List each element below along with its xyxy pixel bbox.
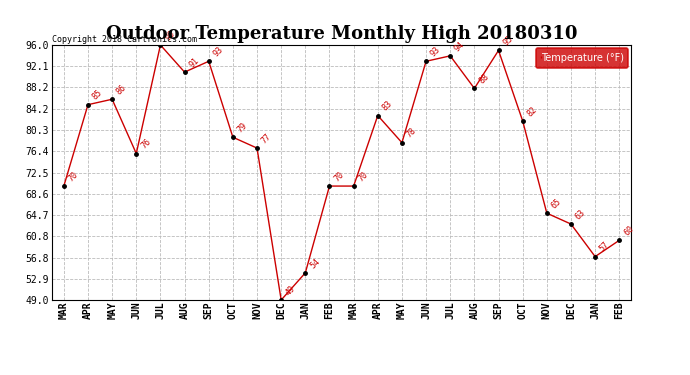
- Text: 88: 88: [477, 72, 491, 86]
- Text: 82: 82: [526, 105, 539, 118]
- Text: 70: 70: [333, 170, 346, 183]
- Text: 65: 65: [550, 197, 563, 210]
- Text: 49: 49: [284, 284, 297, 297]
- Title: Outdoor Temperature Monthly High 20180310: Outdoor Temperature Monthly High 2018031…: [106, 26, 578, 44]
- Text: 93: 93: [429, 45, 442, 58]
- Text: 70: 70: [357, 170, 370, 183]
- Text: 95: 95: [502, 34, 515, 48]
- Text: 70: 70: [67, 170, 80, 183]
- Text: 63: 63: [574, 208, 587, 221]
- Text: 57: 57: [598, 240, 611, 254]
- Text: 76: 76: [139, 137, 152, 151]
- Text: 54: 54: [308, 256, 322, 270]
- Text: 60: 60: [622, 224, 635, 237]
- Text: 86: 86: [115, 83, 128, 96]
- Text: 79: 79: [236, 121, 249, 135]
- Text: 93: 93: [212, 45, 225, 58]
- Legend: Temperature (°F): Temperature (°F): [535, 48, 629, 68]
- Text: 78: 78: [405, 126, 418, 140]
- Text: 94: 94: [453, 40, 466, 53]
- Text: 85: 85: [91, 88, 104, 102]
- Text: 91: 91: [188, 56, 201, 69]
- Text: 83: 83: [381, 99, 394, 113]
- Text: Copyright 2018 Cartronics.com: Copyright 2018 Cartronics.com: [52, 36, 197, 45]
- Text: 77: 77: [260, 132, 273, 145]
- Text: 96: 96: [164, 29, 177, 42]
